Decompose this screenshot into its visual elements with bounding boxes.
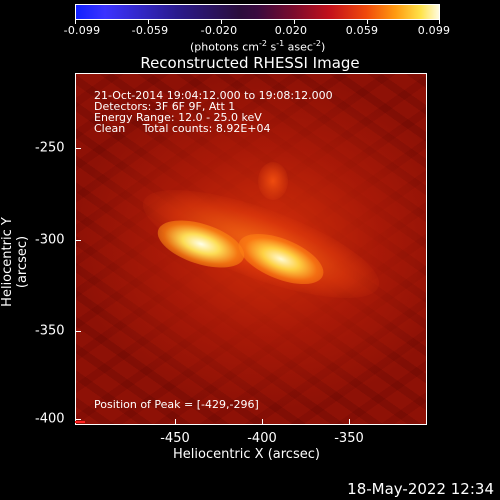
observation-time: 21-Oct-2014 19:04:12.000 to 19:08:12.000 <box>94 89 333 102</box>
colorbar <box>75 4 440 20</box>
image-title: Reconstructed RHESSI Image <box>140 54 360 72</box>
y-tick <box>75 419 81 420</box>
colorbar-tick <box>439 20 440 24</box>
y-axis-label: Heliocentric Y (arcsec) <box>0 217 30 307</box>
colorbar-tick <box>148 20 149 24</box>
x-tick-label: -350 <box>334 431 364 446</box>
colorbar-label: -0.059 <box>131 24 169 37</box>
colorbar-label: 0.020 <box>274 24 308 37</box>
peak-position: Position of Peak = [-429,-296] <box>94 398 259 411</box>
y-tick-label: -350 <box>35 323 65 339</box>
energy-range: Energy Range: 12.0 - 25.0 keV <box>94 111 262 124</box>
colorbar-label: 0.059 <box>345 24 379 37</box>
y-tick-label: -250 <box>35 140 65 156</box>
colorbar-tick <box>367 20 368 24</box>
colorbar-tick <box>75 20 76 24</box>
colorbar-tick <box>294 20 295 24</box>
x-axis-label: Heliocentric X (arcsec) <box>173 447 320 462</box>
x-tick-label: -450 <box>160 431 190 446</box>
y-tick <box>75 148 81 149</box>
y-tick <box>75 240 81 241</box>
colorbar-units: (photons cm-2 s-1 asec-2) <box>190 39 326 54</box>
colorbar-label: 0.099 <box>417 24 451 37</box>
y-tick-label: -400 <box>35 411 65 427</box>
y-tick <box>75 331 81 332</box>
colorbar-label: -0.099 <box>63 24 101 37</box>
timestamp: 18-May-2022 12:34 <box>347 480 494 498</box>
detectors-info: Detectors: 3F 6F 9F, Att 1 <box>94 100 236 113</box>
colorbar-label: -0.020 <box>200 24 238 37</box>
x-tick <box>349 419 350 425</box>
solar-image: 21-Oct-2014 19:04:12.000 to 19:08:12.000… <box>75 73 427 425</box>
corner-marker <box>75 421 85 423</box>
colorbar-tick <box>221 20 222 24</box>
x-tick <box>175 419 176 425</box>
algorithm-counts: Clean Total counts: 8.92E+04 <box>94 122 271 135</box>
x-tick-label: -400 <box>247 431 277 446</box>
emission-region <box>258 162 288 200</box>
x-tick <box>262 419 263 425</box>
y-tick-label: -300 <box>35 232 65 248</box>
